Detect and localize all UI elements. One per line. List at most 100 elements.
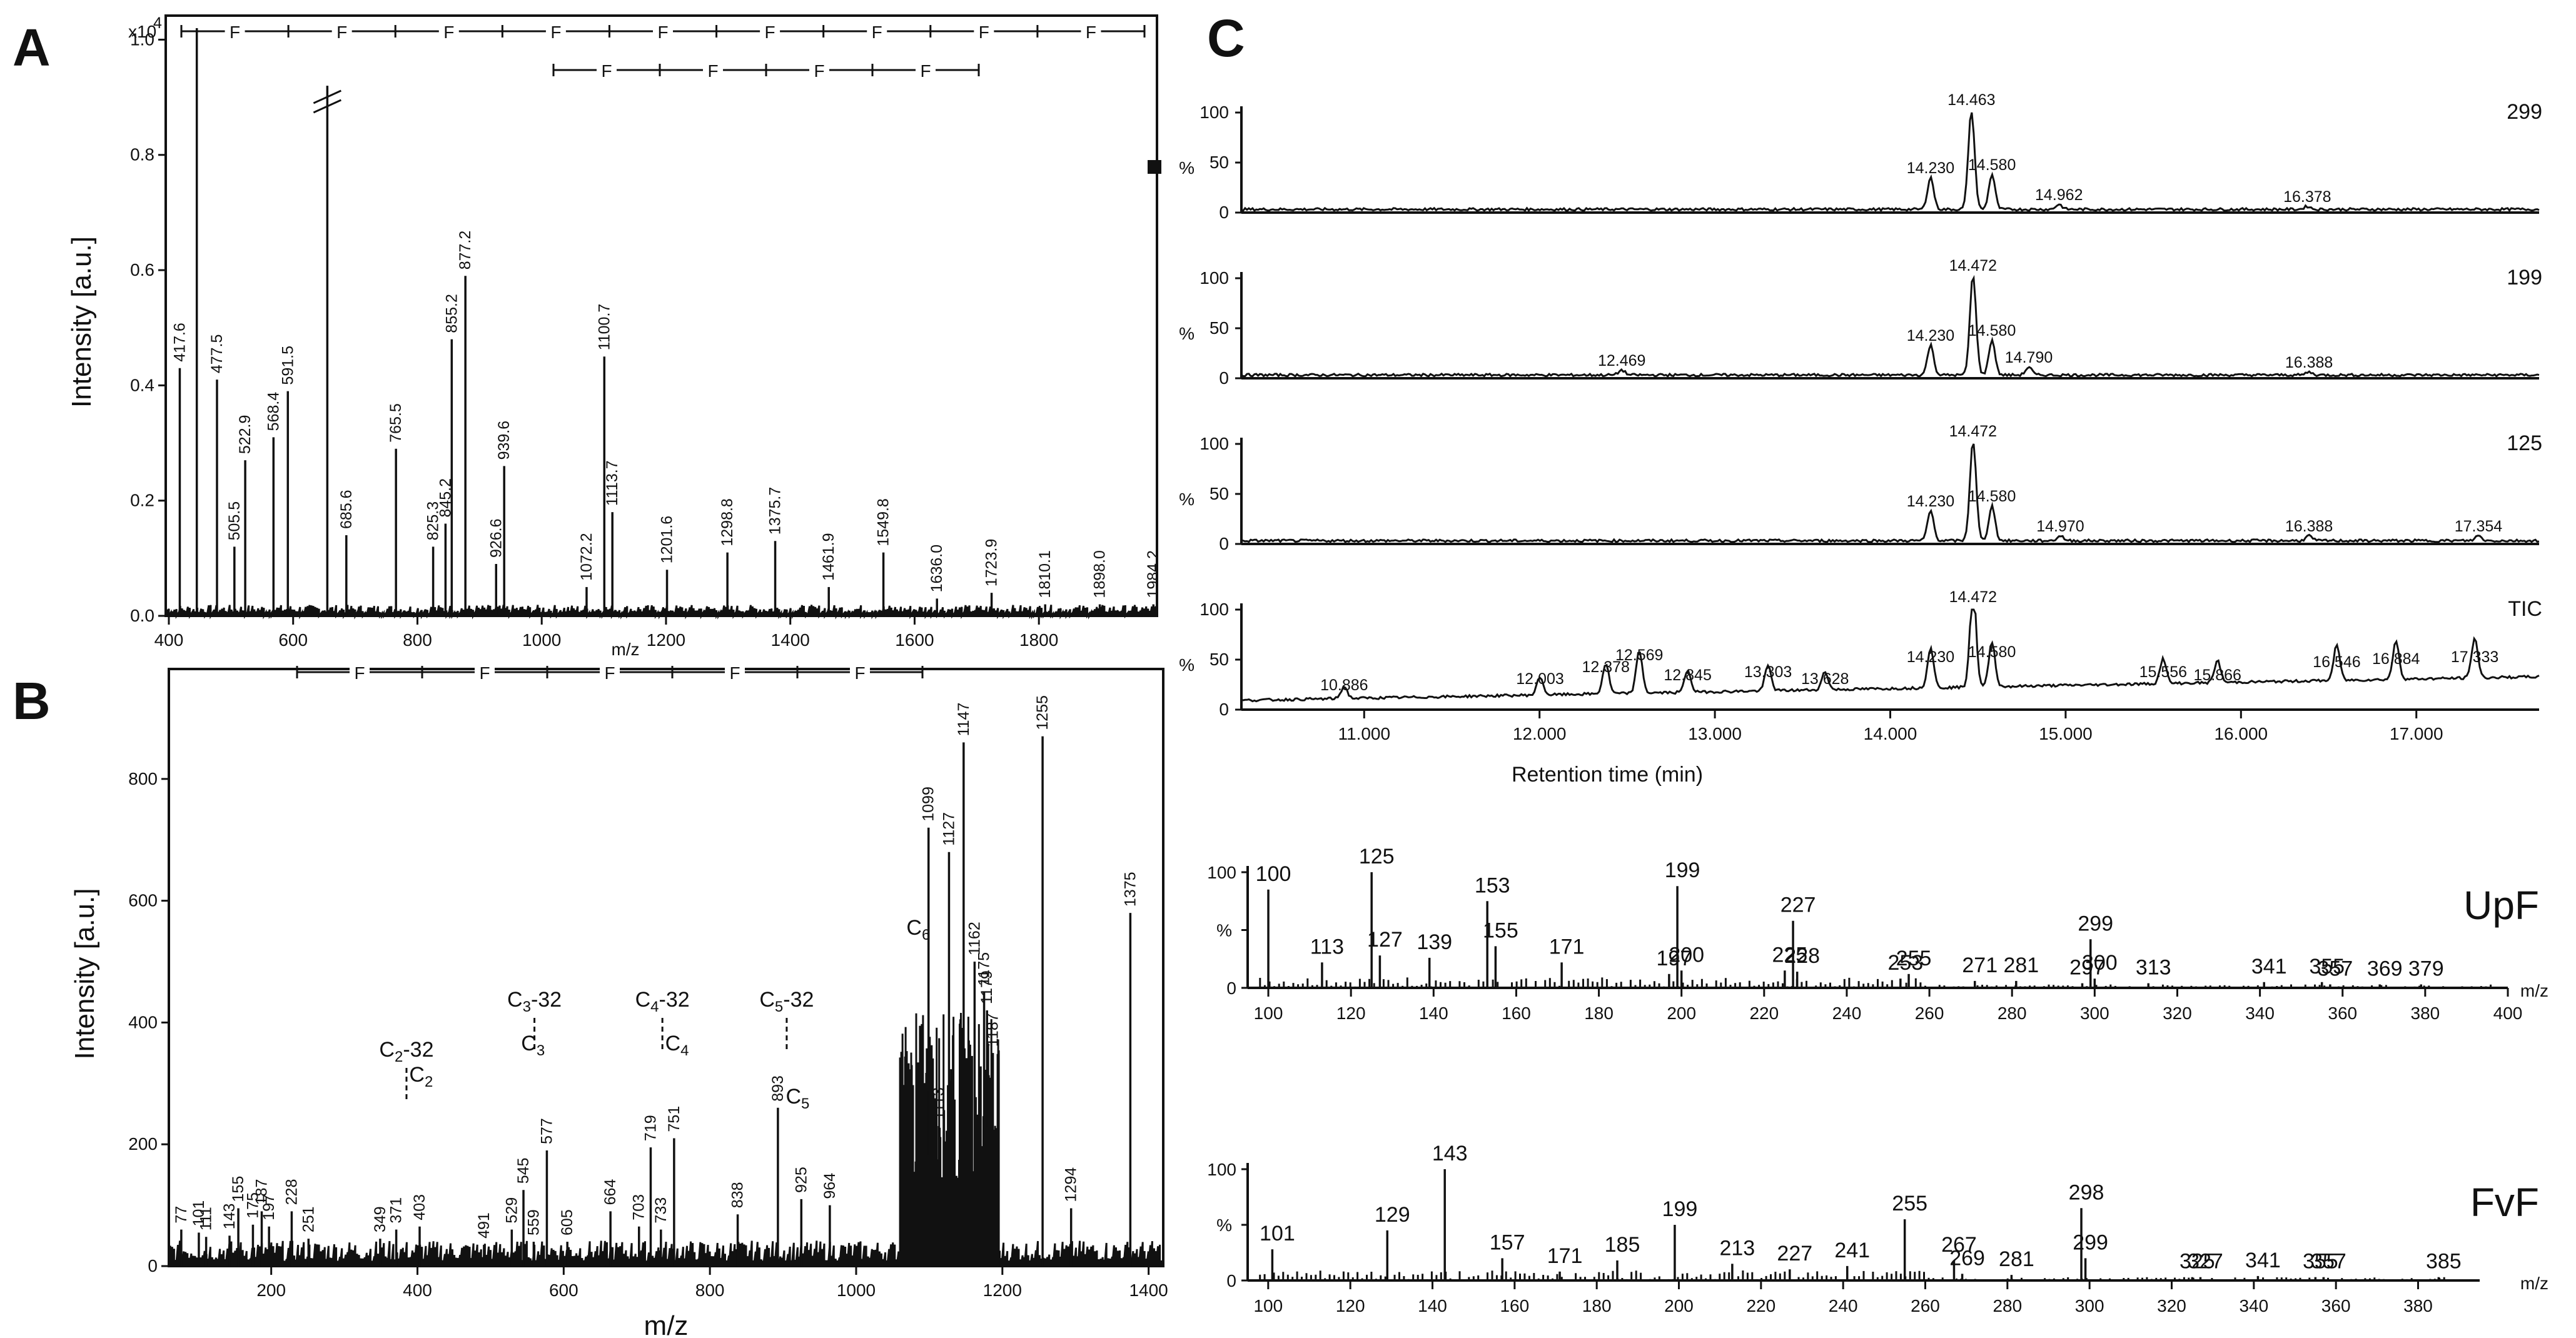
peak-label: 213 xyxy=(1719,1236,1755,1260)
peak-label: 14.230 xyxy=(1907,493,1954,510)
spacing-label-bg xyxy=(809,59,829,81)
spacing-label-bg xyxy=(703,59,723,81)
x-tick-label: 340 xyxy=(2239,1296,2268,1315)
peak-label: 14.580 xyxy=(1968,156,2016,174)
peak-label: 1100.7 xyxy=(595,304,613,351)
x-tick-label: 140 xyxy=(1419,1003,1448,1023)
panel-c-chromatograms: 0 50 100% 299 14.230 14.463 14.580 14.962 16.378… xyxy=(1148,91,2542,787)
peak-label: 1072.2 xyxy=(578,533,595,580)
spacing-label-f: F xyxy=(601,61,612,81)
x-axis-label: m/z xyxy=(2520,1274,2548,1293)
peak-label: 255 xyxy=(1892,1192,1927,1215)
spacing-label-bg xyxy=(653,20,673,43)
panel-letter-c: C xyxy=(1207,9,1245,68)
spacing-label-f: F xyxy=(230,23,240,42)
peak-label: 14.472 xyxy=(1949,588,1997,606)
peak-label: 281 xyxy=(2003,953,2039,977)
chromatogram-trace xyxy=(1241,443,2540,543)
spacing-label-bg xyxy=(475,661,495,683)
peak-label: 199 xyxy=(1665,858,1700,882)
x-tick-label: 340 xyxy=(2245,1003,2275,1023)
x-tick-label: 360 xyxy=(2321,1296,2351,1315)
y-tick-label: 100 xyxy=(1207,1160,1236,1179)
peak-label: 100 xyxy=(1256,862,1291,886)
x-tick-label: 200 xyxy=(256,1280,286,1300)
panel-c-fvf-spectrum: 0 100% 100 120 140 160 180 200 220 240 260 280 300 32… xyxy=(1207,1142,2548,1315)
y-tick-label: 0 xyxy=(1219,534,1229,553)
y-tick-label: 50 xyxy=(1210,650,1229,669)
spacing-label-bg xyxy=(974,20,994,43)
peak-label: 505.5 xyxy=(226,501,243,541)
peak-label: 113 xyxy=(1310,935,1344,958)
fragment-label: C4 xyxy=(665,1032,689,1059)
y-axis-percent: % xyxy=(1179,158,1195,178)
peak-label: 357 xyxy=(2318,957,2353,980)
peak-label: 199 xyxy=(1662,1197,1698,1221)
peak-label: 355 xyxy=(2309,955,2345,978)
spectrum-name: UpF xyxy=(2463,883,2539,928)
peak-label: 1201.6 xyxy=(659,516,676,563)
x-tick-label: 120 xyxy=(1336,1296,1365,1315)
peak-label: 299 xyxy=(2073,1230,2108,1254)
x-tick-label: 400 xyxy=(2493,1003,2523,1023)
spacing-label-f: F xyxy=(1086,23,1096,42)
peak-label: 197 xyxy=(1657,947,1692,970)
spacing-label-bg xyxy=(350,661,370,683)
y-axis-percent: % xyxy=(1179,324,1195,343)
peak-label: 529 xyxy=(503,1197,520,1224)
trace-name: 299 xyxy=(2507,100,2542,124)
x-tick-label: 280 xyxy=(1998,1003,2027,1023)
x-tick-label: 12.000 xyxy=(1513,724,1567,743)
y-tick-label: 100 xyxy=(1200,103,1229,122)
peak-label: 129 xyxy=(1375,1203,1410,1227)
y-axis-label: Intensity [a.u.] xyxy=(66,236,97,408)
x-tick-label: 400 xyxy=(403,1280,432,1300)
peak-label: 522.9 xyxy=(236,415,254,455)
spacing-label-f: F xyxy=(479,663,490,683)
peak-label: 685.6 xyxy=(338,490,355,529)
x-tick-label: 1600 xyxy=(895,630,934,650)
x-tick-label: 1400 xyxy=(771,630,810,650)
peak-label: 1255 xyxy=(1034,695,1051,730)
spacing-label-f: F xyxy=(979,23,989,42)
spacing-label-bg xyxy=(600,661,620,683)
x-axis-label: m/z xyxy=(611,640,639,659)
spacing-label-bg xyxy=(545,20,566,43)
x-tick-label: 1000 xyxy=(837,1280,876,1300)
spacing-label-bg xyxy=(760,20,780,43)
peak-label: 253 xyxy=(1887,951,1923,975)
peak-label: 1636.0 xyxy=(928,545,946,592)
y-tick-label: 50 xyxy=(1210,318,1229,338)
peak-label: 241 xyxy=(1834,1239,1870,1262)
peak-label: 1099 xyxy=(920,787,937,822)
peak-label: 719 xyxy=(642,1115,659,1141)
peak-label: 225 xyxy=(1772,943,1807,967)
peak-label: 14.580 xyxy=(1968,322,2016,340)
peak-label: 371 xyxy=(388,1197,405,1224)
x-tick-label: 400 xyxy=(154,630,184,650)
peak-label: 13.303 xyxy=(1744,663,1792,681)
peak-label: 369 xyxy=(2367,957,2403,980)
x-tick-label: 100 xyxy=(1254,1003,1283,1023)
peak-label: 14.962 xyxy=(2035,186,2083,204)
y-axis-percent: % xyxy=(1179,490,1195,509)
peak-label: 357 xyxy=(2311,1250,2346,1274)
peak-label: 157 xyxy=(1490,1230,1525,1254)
x-tick-label: 240 xyxy=(1832,1003,1862,1023)
peak-label: 1298.8 xyxy=(719,498,736,546)
y-tick-label: 100 xyxy=(1200,268,1229,288)
fragment-label-minus32: C2-32 xyxy=(379,1038,433,1065)
x-tick-label: 180 xyxy=(1584,1003,1614,1023)
y-tick-label: 600 xyxy=(128,891,158,910)
trace-name: 125 xyxy=(2507,431,2542,455)
axis-break-mark xyxy=(313,99,341,114)
y-tick-label: 0 xyxy=(1226,978,1236,998)
peak-label: 349 xyxy=(371,1206,389,1232)
y-tick-label: 0 xyxy=(1226,1271,1236,1290)
spectrum-name: FvF xyxy=(2470,1180,2539,1225)
peak-label: 313 xyxy=(2136,956,2171,980)
fragment-label-minus32: C5-32 xyxy=(759,988,814,1015)
x-tick-label: 1800 xyxy=(1019,630,1058,650)
x-tick-label: 320 xyxy=(2163,1003,2192,1023)
peak-label: 14.472 xyxy=(1949,423,1997,440)
